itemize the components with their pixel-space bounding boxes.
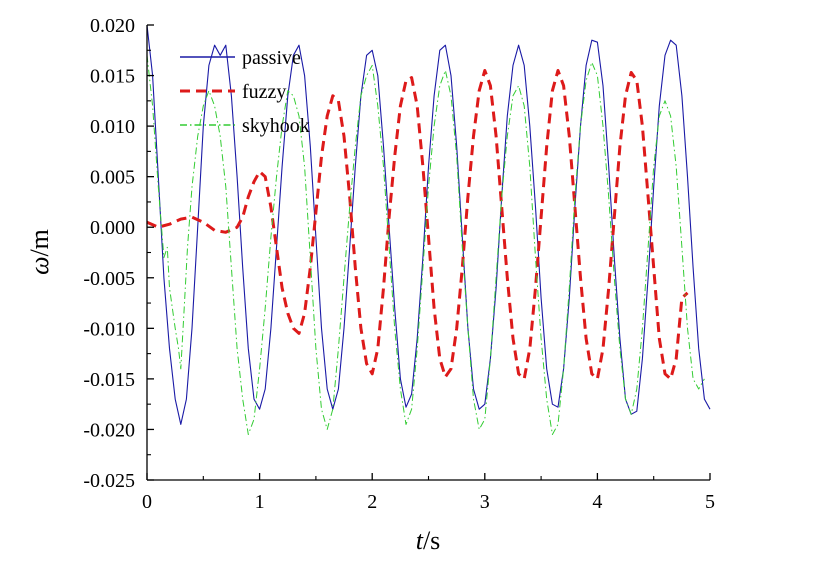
y-tick-label: -0.010 [83,318,135,340]
series-line-fuzzy [146,69,689,381]
x-tick-label: 0 [142,491,152,513]
x-tick-label: 2 [367,491,377,513]
y-tick-label: -0.025 [83,470,135,492]
series-line-skyhook [146,55,705,435]
y-tick-label: -0.005 [83,268,135,290]
x-axis-label: t/s [416,526,441,555]
legend-label-skyhook: skyhook [242,115,310,137]
y-tick-label: 0.000 [90,217,135,239]
series-layer [146,24,711,435]
x-tick-label: 4 [592,491,602,513]
y-tick-label: -0.015 [83,369,135,391]
series-line-passive [146,24,711,425]
y-tick-label: 0.010 [90,116,135,138]
y-tick-label: -0.020 [83,419,135,441]
x-tick-label: 3 [480,491,490,513]
axes-layer: 0.020 0.015 0.010 0.005 0.000 -0.005 -0.010 -0.… [83,15,715,513]
x-tick-label: 1 [255,491,265,513]
legend: passive fuzzy skyhook [180,47,310,137]
legend-label-fuzzy: fuzzy [242,81,286,103]
y-tick-label: 0.015 [90,66,135,88]
x-tick-label: 5 [705,491,715,513]
y-tick-label: 0.005 [90,167,135,189]
y-axis-label: ω/m [25,229,54,275]
legend-label-passive: passive [242,47,301,69]
y-tick-label: 0.020 [90,15,135,37]
